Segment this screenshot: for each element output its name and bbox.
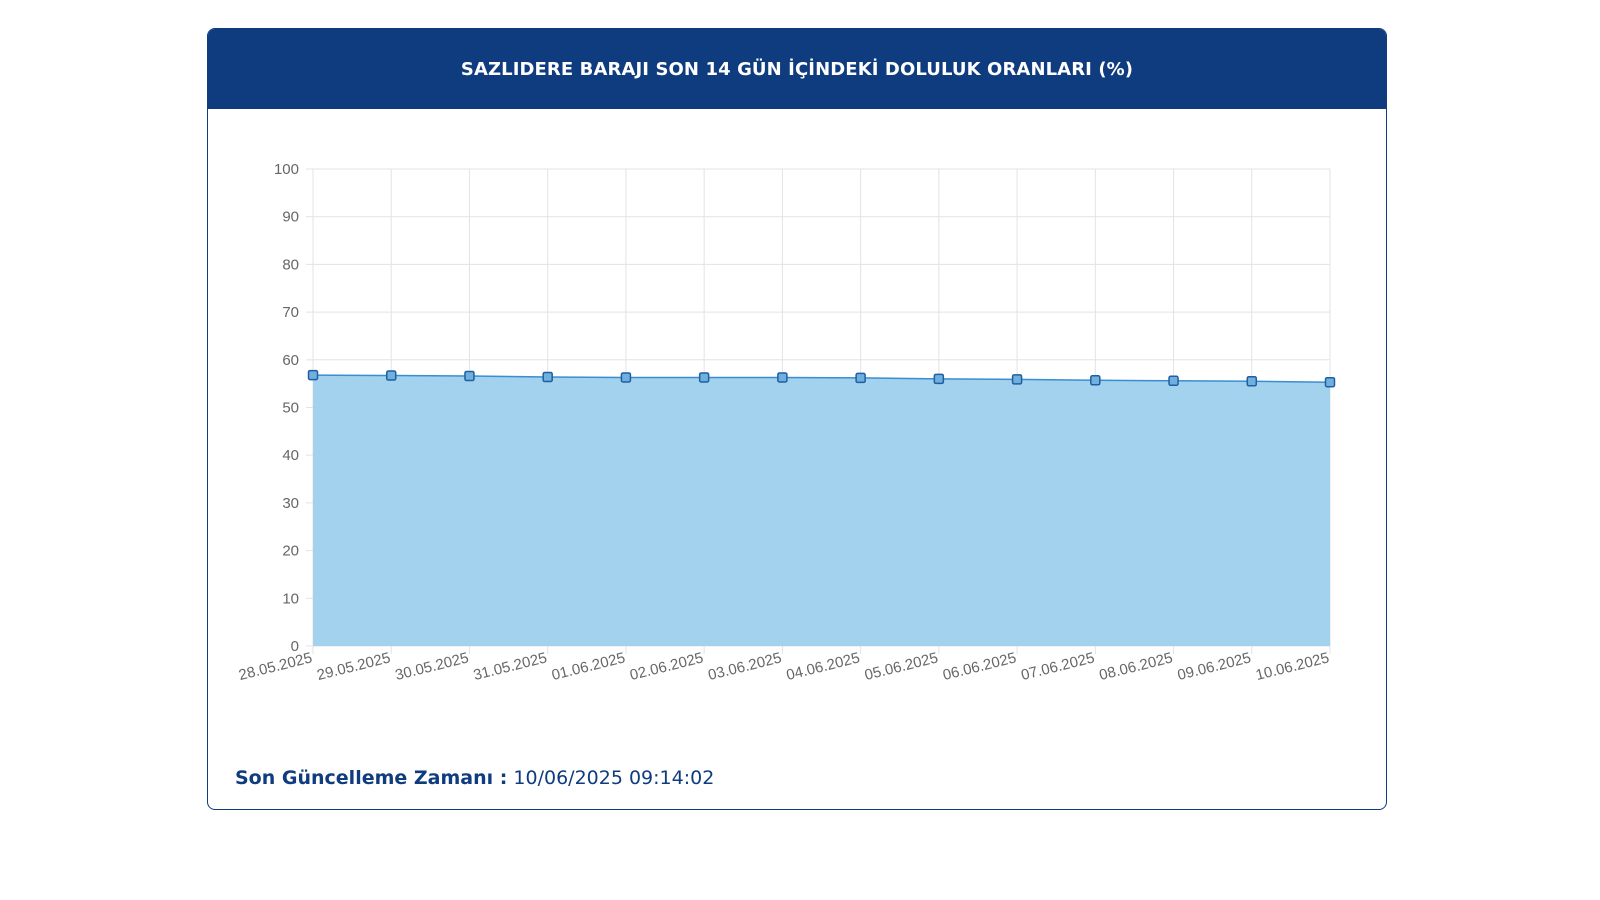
card-header: SAZLIDERE BARAJI SON 14 GÜN İÇİNDEKİ DOL… — [208, 29, 1386, 109]
data-point — [1090, 375, 1101, 386]
data-point — [620, 372, 632, 383]
chart-card: SAZLIDERE BARAJI SON 14 GÜN İÇİNDEKİ DOL… — [207, 28, 1387, 810]
x-tick-label: 01.06.2025 — [550, 649, 627, 684]
x-tick-label: 03.06.2025 — [706, 649, 783, 684]
chart-area: 0 10 20 30 40 50 60 70 80 90 100 28.05.2025 29.05.20… — [208, 109, 1386, 749]
x-tick-label: 28.05.2025 — [237, 649, 314, 684]
y-tick-label: 20 — [282, 543, 299, 560]
y-tick-label: 90 — [282, 209, 299, 226]
data-point — [698, 372, 710, 383]
data-point — [1168, 375, 1179, 387]
data-point — [1324, 376, 1336, 388]
x-tick-label: 30.05.2025 — [393, 649, 470, 684]
y-tick-label: 100 — [274, 161, 299, 178]
y-tick-label: 40 — [282, 447, 299, 464]
x-tick-label: 02.06.2025 — [628, 649, 705, 684]
y-tick-label: 70 — [282, 304, 299, 321]
data-point — [1011, 374, 1023, 385]
x-tick-label: 31.05.2025 — [472, 649, 549, 684]
area-chart: 0 10 20 30 40 50 60 70 80 90 100 28.05.2025 29.05.20… — [237, 161, 1336, 684]
data-point — [855, 372, 866, 384]
x-tick-label: 04.06.2025 — [785, 649, 862, 684]
data-point — [933, 373, 945, 385]
x-tick-label: 06.06.2025 — [941, 649, 1018, 684]
data-point — [777, 372, 788, 383]
y-tick-label: 10 — [282, 590, 299, 607]
data-point — [1246, 376, 1258, 387]
y-tick-label: 50 — [282, 400, 299, 417]
chart-title: SAZLIDERE BARAJI SON 14 GÜN İÇİNDEKİ DOL… — [460, 58, 1134, 80]
x-tick-label: 09.06.2025 — [1176, 649, 1253, 684]
y-tick-label: 80 — [282, 256, 299, 273]
data-point — [385, 370, 397, 381]
x-tick-label: 08.06.2025 — [1098, 649, 1175, 684]
data-point — [542, 371, 553, 383]
series-line — [312, 374, 1331, 383]
last-update-value: 10/06/2025 09:14:02 — [513, 767, 715, 789]
x-tick-label: 05.06.2025 — [863, 649, 940, 684]
last-update: Son Güncelleme Zamanı : 10/06/2025 09:14… — [235, 767, 714, 789]
last-update-label: Son Güncelleme Zamanı : — [235, 767, 508, 789]
data-point — [307, 369, 319, 381]
x-tick-label: 07.06.2025 — [1019, 649, 1096, 684]
data-point — [464, 370, 475, 382]
y-tick-label: 30 — [282, 495, 299, 512]
x-tick-label: 10.06.2025 — [1254, 649, 1331, 684]
x-tick-label: 29.05.2025 — [315, 649, 392, 684]
y-tick-label: 60 — [282, 352, 299, 369]
y-tick-label: 0 — [291, 638, 299, 655]
series-area — [313, 375, 1330, 646]
